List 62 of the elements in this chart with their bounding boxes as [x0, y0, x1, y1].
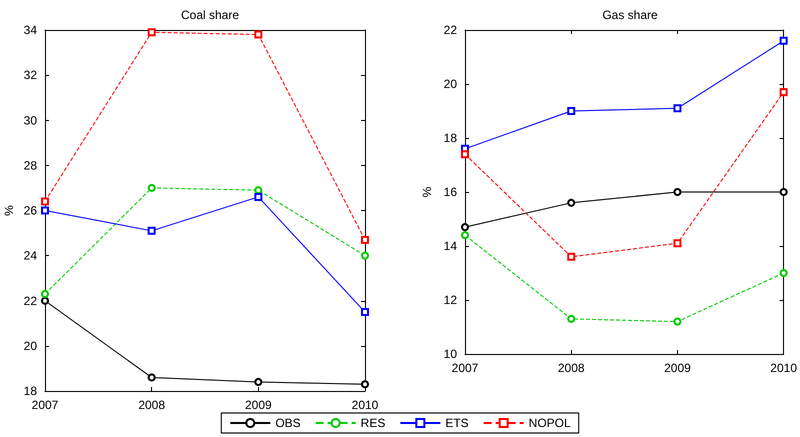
point [461, 223, 469, 232]
y-tick-label: 20 [24, 338, 38, 353]
point [148, 184, 156, 192]
point [254, 378, 262, 386]
point [361, 380, 369, 388]
point [673, 239, 682, 248]
legend-label: RES [360, 416, 386, 430]
point [567, 107, 576, 115]
point [780, 269, 788, 277]
y-axis-title: % [420, 186, 434, 198]
point [254, 30, 262, 39]
y-tick-label: 12 [444, 293, 458, 307]
x-tick-label: 2007 [452, 361, 479, 375]
point [567, 198, 576, 207]
point [673, 318, 682, 326]
y-tick-label: 16 [444, 185, 458, 199]
point [567, 314, 576, 323]
point [254, 192, 262, 201]
point [41, 206, 49, 214]
y-tick-label: 14 [444, 239, 458, 253]
legend-label: OBS [275, 416, 301, 430]
y-axis-title: % [2, 204, 16, 216]
point [148, 28, 156, 36]
point [361, 308, 369, 316]
y-tick-label: 30 [24, 113, 38, 128]
y-tick-label: 28 [24, 158, 38, 172]
x-tick-label: 2010 [770, 361, 798, 375]
point [361, 236, 369, 244]
y-tick-label: 22 [24, 294, 38, 308]
point [148, 226, 156, 235]
y-tick-label: 18 [24, 384, 38, 398]
point [780, 88, 788, 96]
chart-title: Gas share [602, 8, 658, 22]
point [148, 373, 156, 382]
point [673, 104, 682, 112]
x-tick-label: 2009 [244, 398, 272, 412]
x-tick-label: 2010 [352, 398, 379, 412]
y-tick-label: 32 [24, 68, 38, 82]
y-tick-label: 24 [24, 248, 38, 263]
legend-label: NOPOL [528, 416, 572, 430]
y-tick-label: 34 [24, 23, 38, 37]
x-tick-label: 2008 [138, 398, 166, 412]
point [461, 150, 469, 158]
y-tick-label: 10 [444, 347, 458, 361]
y-tick-label: 26 [24, 204, 38, 218]
y-tick-label: 22 [444, 23, 458, 37]
chart-title: Coal share [180, 8, 240, 22]
x-tick-label: 2008 [558, 361, 585, 375]
point [461, 231, 469, 240]
x-tick-label: 2009 [664, 361, 692, 375]
point [780, 188, 788, 196]
y-tick-label: 20 [444, 77, 458, 91]
point [41, 296, 49, 305]
point [41, 290, 49, 298]
x-tick-label: 2007 [32, 398, 59, 412]
point [567, 252, 576, 261]
point [780, 36, 788, 45]
y-tick-label: 18 [444, 131, 458, 145]
point [41, 197, 49, 206]
point [361, 252, 369, 260]
point [673, 188, 682, 196]
legend-label: ETS [445, 416, 469, 430]
